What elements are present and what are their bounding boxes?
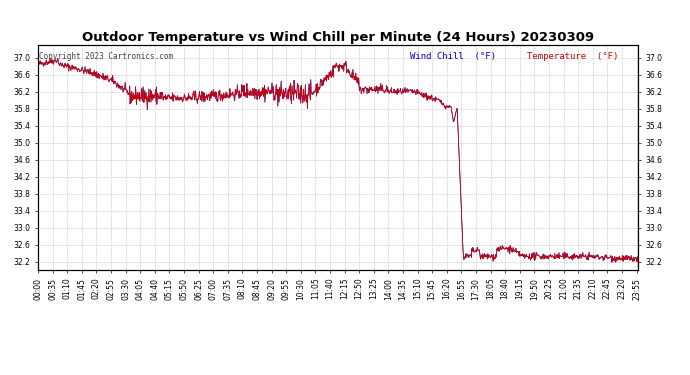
Text: Wind Chill  (°F): Wind Chill (°F) bbox=[410, 52, 496, 61]
Title: Outdoor Temperature vs Wind Chill per Minute (24 Hours) 20230309: Outdoor Temperature vs Wind Chill per Mi… bbox=[82, 31, 594, 44]
Text: Copyright 2023 Cartronics.com: Copyright 2023 Cartronics.com bbox=[39, 52, 173, 61]
Text: Temperature  (°F): Temperature (°F) bbox=[527, 52, 618, 61]
